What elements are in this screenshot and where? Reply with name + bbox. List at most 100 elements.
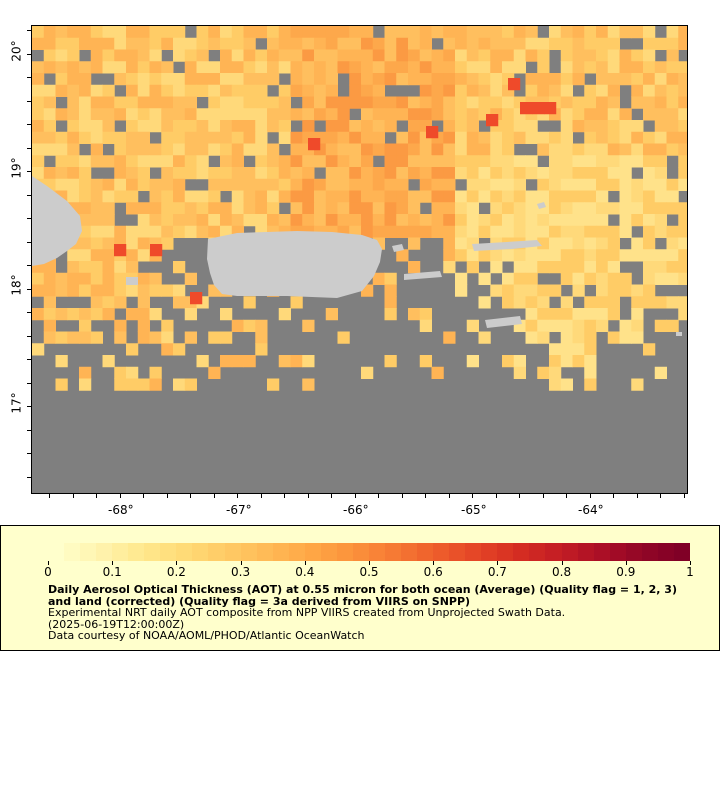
aot-cell [466,155,479,168]
aot-cell [325,26,338,39]
aot-cell [114,61,127,74]
aot-cell [631,214,644,227]
aot-cell [408,131,421,144]
aot-cell [372,96,385,109]
aot-cell [384,155,397,168]
aot-cell [278,96,291,109]
aot-cell [196,225,209,238]
colorbar-segment [465,543,482,561]
aot-cell [396,202,409,215]
aot-cell [408,155,421,168]
lon-tick [307,494,309,498]
aot-cell [314,202,327,215]
aot-cell [631,131,644,144]
aot-cell [220,308,233,321]
puerto-rico-island [207,231,382,298]
aot-cell [443,61,456,74]
aot-cell [55,26,68,39]
lat-tick [27,53,31,55]
colorbar-segment [208,543,225,561]
aot-cell [408,26,421,39]
aot-cell [90,331,103,344]
aot-cell [384,37,397,50]
aot-cell [408,225,421,238]
aot-cell [126,308,139,321]
aot-cell [572,155,585,168]
aot-cell [607,120,620,133]
aot-cell [384,202,397,215]
lat-tick [27,124,31,125]
aot-cell [666,108,679,121]
aot-cell [384,61,397,74]
aot-cell [243,167,256,180]
aot-cell [431,155,444,168]
aot-cell [102,178,115,191]
aot-cell [255,73,268,86]
aot-cell [408,190,421,203]
aot-cell [90,237,103,250]
aot-cell [361,96,374,109]
aot-cell [184,84,197,97]
aot-cell [290,61,303,74]
aot-cell [220,178,233,191]
aot-cell [466,84,479,97]
aot-cell [43,284,56,297]
aot-cell [79,108,92,121]
aot-cell [161,284,174,297]
aot-cell [137,108,150,121]
aot-cell [619,319,632,332]
aot-cell [584,378,597,391]
aot-cell [102,296,115,309]
aot-cell [490,225,503,238]
aot-cell [161,225,174,238]
aot-cell [678,108,687,121]
aot-cell [643,190,656,203]
aot-cell [666,319,679,332]
aot-cell [149,214,162,227]
aot-cell [408,143,421,156]
aot-cell [478,296,491,309]
aot-cell [90,155,103,168]
aot-cell [372,143,385,156]
colorbar-tick [112,561,114,565]
lon-tick [636,494,638,498]
map-panel [31,25,688,494]
aot-cell [502,167,515,180]
aot-cell [314,37,327,50]
aot-cell [466,249,479,262]
aot-cell [619,155,632,168]
aot-cell [337,49,350,62]
aot-cell [631,143,644,156]
aot-cell [220,355,233,368]
small-island-east [676,332,682,336]
aot-cell [490,249,503,262]
aot-cell [478,178,491,191]
aot-cell [549,178,562,191]
aot-cell [55,73,68,86]
aot-cell [220,202,233,215]
aot-cell [337,108,350,121]
aot-cell [290,355,303,368]
aot-cell [43,84,56,97]
colorbar-tick [497,561,499,565]
aot-cell [560,167,573,180]
aot-cell [666,26,679,39]
aot-cell [102,155,115,168]
aot-cell [79,319,92,332]
aot-cell [443,108,456,121]
aot-cell [208,131,221,144]
aot-cell [32,120,45,133]
aot-cell [90,296,103,309]
aot-cell [643,131,656,144]
aot-cell [337,202,350,215]
aot-cell [443,155,456,168]
aot-cell [419,143,432,156]
aot-cell [560,131,573,144]
lat-label-17: 17° [9,392,24,414]
aot-cell [537,331,550,344]
aot-cell [196,108,209,121]
aot-cell [678,61,687,74]
aot-cell [90,120,103,133]
aot-cell [267,26,280,39]
aot-cell [184,120,197,133]
